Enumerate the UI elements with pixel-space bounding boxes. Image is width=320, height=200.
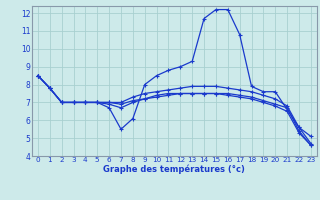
X-axis label: Graphe des températures (°c): Graphe des températures (°c): [103, 165, 245, 174]
